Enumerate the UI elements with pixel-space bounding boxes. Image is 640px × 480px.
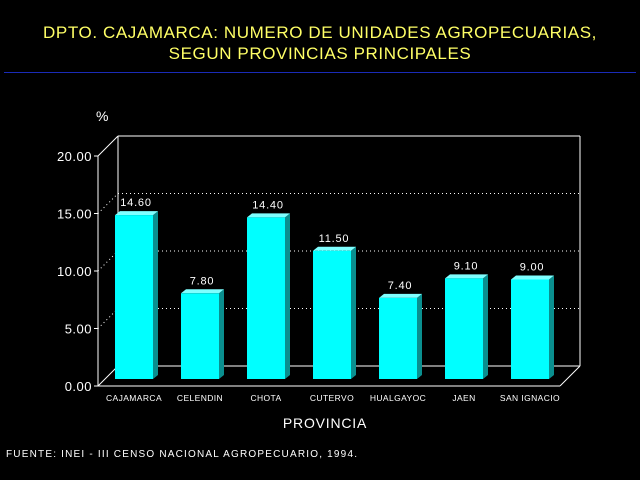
- floor-left-edge: [97, 365, 119, 387]
- bar-side-0: [153, 211, 158, 379]
- bar-side-6: [549, 275, 554, 379]
- bar-5: [445, 278, 483, 379]
- bar-side-1: [219, 289, 224, 379]
- category-label-1: CELENDIN: [177, 393, 223, 403]
- bar-top-0: [115, 211, 158, 216]
- bar-chart: 0.00 5.00 10.00 15.00 20.00% 14.60 CAJAMARCA 7.…: [57, 108, 581, 431]
- y-tick-label-2: 10.00: [57, 264, 92, 279]
- chart-title: DPTO. CAJAMARCA: NUMERO DE UNIDADES AGRO…: [0, 22, 640, 64]
- gridline-side-1: [97, 308, 119, 329]
- chart-title-line-2: SEGUN PROVINCIAS PRINCIPALES: [168, 44, 472, 63]
- y-tick-label-1: 5.00: [65, 322, 92, 337]
- title-divider: [4, 72, 636, 73]
- source-note: FUENTE: INEI - III CENSO NACIONAL AGROPE…: [6, 449, 359, 460]
- bar-top-5: [445, 274, 488, 279]
- bar-side-2: [285, 213, 290, 379]
- y-tick-label-0: 0.00: [65, 379, 92, 394]
- value-label-6: 9.00: [520, 262, 545, 274]
- value-label-4: 7.40: [388, 280, 413, 292]
- value-label-3: 11.50: [319, 233, 350, 245]
- chart-title-line-1: DPTO. CAJAMARCA: NUMERO DE UNIDADES AGRO…: [43, 23, 597, 42]
- bar-top-3: [313, 246, 356, 251]
- bar-side-3: [351, 246, 356, 379]
- y-axis-label: %: [96, 108, 108, 124]
- category-label-3: CUTERVO: [310, 393, 354, 403]
- y-tick-label-4: 20.00: [57, 149, 92, 164]
- bar-side-4: [417, 293, 422, 379]
- category-label-5: JAEN: [452, 393, 475, 403]
- bar-4: [379, 297, 417, 379]
- bar-0: [115, 215, 153, 379]
- value-label-5: 9.10: [454, 260, 479, 272]
- bar-1: [181, 293, 219, 379]
- value-label-1: 7.80: [190, 275, 215, 287]
- category-label-0: CAJAMARCA: [106, 393, 162, 403]
- category-label-2: CHOTA: [250, 393, 281, 403]
- category-label-4: HUALGAYOC: [370, 393, 426, 403]
- category-label-6: SAN IGNACIO: [500, 393, 560, 403]
- value-label-0: 14.60: [120, 197, 152, 209]
- bar-top-1: [181, 289, 224, 294]
- floor-right-edge: [559, 365, 581, 387]
- bar-3: [313, 250, 351, 379]
- side-wall-top-edge: [97, 135, 119, 157]
- bar-side-5: [483, 274, 488, 379]
- bar-top-6: [511, 275, 554, 280]
- bar-6: [511, 279, 549, 379]
- gridline-side-3: [97, 193, 119, 214]
- bar-2: [247, 217, 285, 379]
- gridline-side-2: [97, 250, 119, 272]
- value-label-2: 14.40: [252, 199, 284, 211]
- x-axis-label: PROVINCIA: [283, 415, 367, 431]
- bar-top-2: [247, 213, 290, 218]
- bar-top-4: [379, 293, 422, 298]
- y-tick-label-3: 15.00: [57, 207, 92, 222]
